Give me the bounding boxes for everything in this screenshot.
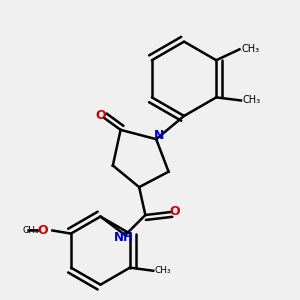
Text: O: O xyxy=(169,206,180,218)
Text: CH₃: CH₃ xyxy=(23,226,40,235)
Text: CH₃: CH₃ xyxy=(242,95,261,106)
Text: N: N xyxy=(154,129,164,142)
Text: O: O xyxy=(38,224,48,237)
Text: O: O xyxy=(96,110,106,122)
Text: NH: NH xyxy=(114,231,134,244)
Text: CH₃: CH₃ xyxy=(155,266,171,275)
Text: CH₃: CH₃ xyxy=(241,44,259,54)
